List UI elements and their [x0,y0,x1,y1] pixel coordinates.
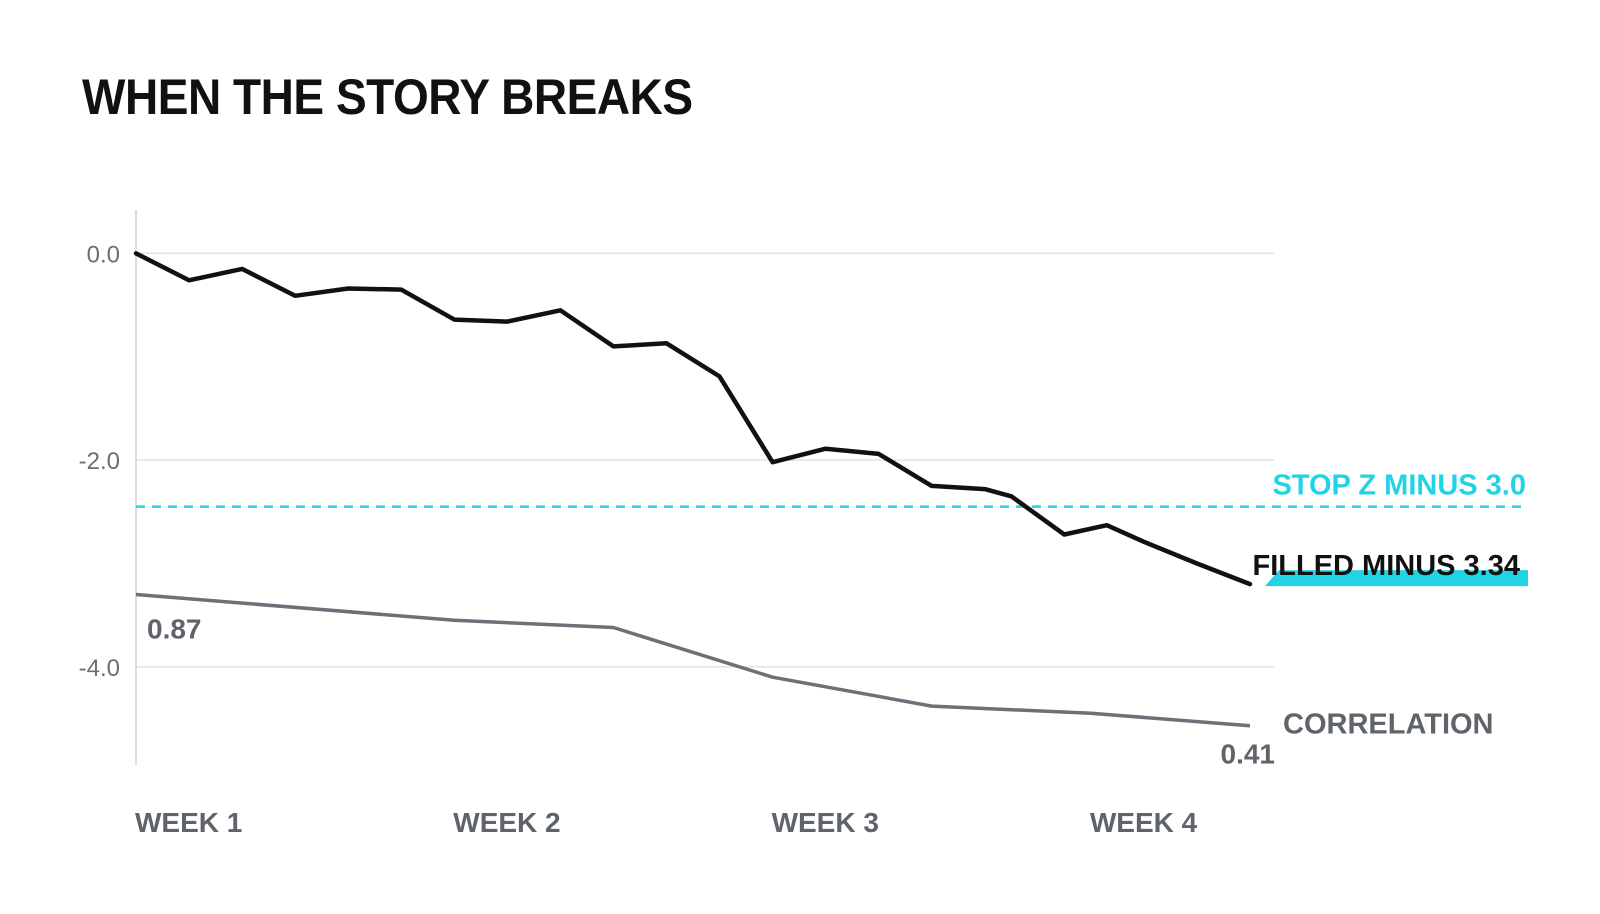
correlation-start-value: 0.87 [147,613,202,644]
grid-layer [136,252,1274,668]
price-series-line [133,251,1253,587]
stop-threshold-label: STOP Z MINUS 3.0 [1272,470,1526,502]
x-tick-label: WEEK 4 [1090,807,1198,838]
y-tick-label: 0.0 [87,241,120,268]
correlation-label: CORRELATION [1283,709,1494,741]
x-tick-label: WEEK 3 [772,807,879,838]
filled-label: FILLED MINUS 3.34 [1253,550,1521,582]
correlation-end-value: 0.41 [1221,739,1276,770]
x-tick-labels: WEEK 1 WEEK 2 WEEK 3 WEEK 4 [135,807,1198,838]
x-tick-label: WEEK 2 [453,807,560,838]
filled-marker-band [1265,570,1528,587]
chart-title: WHEN THE STORY BREAKS [82,69,693,125]
x-tick-label: WEEK 1 [135,807,242,838]
y-tick-label: -4.0 [79,655,120,682]
correlation-series-line [135,592,1251,728]
y-tick-label: -2.0 [79,448,120,475]
y-tick-labels: 0.0 -2.0 -4.0 [79,241,120,681]
